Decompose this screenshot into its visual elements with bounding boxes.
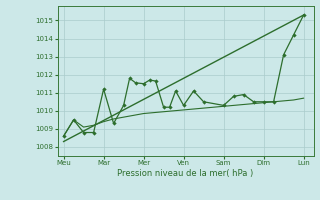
X-axis label: Pression niveau de la mer( hPa ): Pression niveau de la mer( hPa )	[117, 169, 254, 178]
